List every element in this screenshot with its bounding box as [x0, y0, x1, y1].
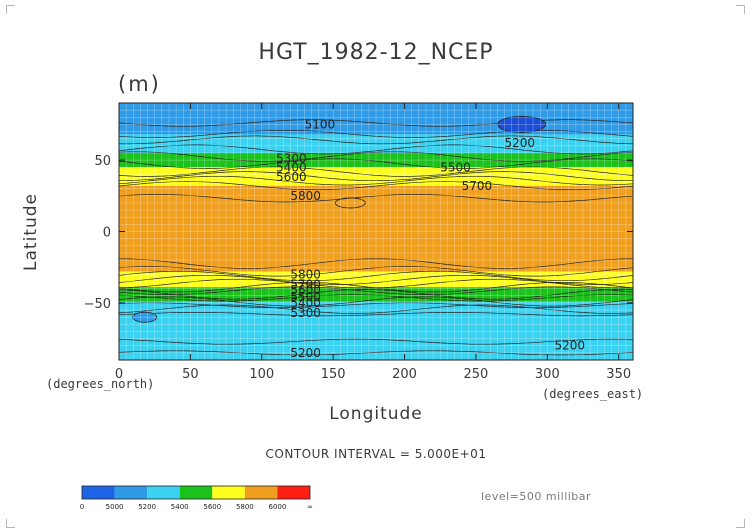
contour-line [118, 274, 634, 285]
colorbar-swatch [244, 486, 278, 499]
contour-label: 5100 [305, 117, 336, 131]
contour-line [118, 296, 634, 307]
crop-mark-bottom-left [6, 519, 15, 528]
low-pressure-cell [497, 116, 547, 133]
contour-label: 5800 [290, 189, 321, 203]
contour-line [118, 144, 634, 155]
contour-label: 5400 [276, 160, 307, 174]
color-band [119, 152, 633, 168]
x-tick-label: 300 [535, 367, 560, 382]
colorbar-swatch [82, 486, 115, 499]
x-axis-label: Longitude [329, 404, 423, 424]
color-band [119, 185, 633, 272]
contour-label: 5800 [290, 267, 321, 281]
x-tick-label: 350 [606, 367, 631, 382]
contour-line [118, 171, 633, 182]
color-band [119, 271, 633, 288]
contour-label: 5300 [290, 306, 321, 320]
crop-mark-top-left [6, 5, 15, 14]
contour-line [118, 194, 634, 203]
high-pressure-cell [334, 197, 366, 209]
colorbar-label: 5200 [138, 503, 156, 511]
contour-label: 5200 [554, 339, 585, 353]
x-tick-label: 150 [321, 367, 346, 382]
colorbar-label: ∞ [307, 503, 313, 511]
contour-line [118, 338, 634, 345]
contour-line [118, 129, 634, 138]
x-tick-label: 100 [249, 367, 274, 382]
contour-line [118, 289, 634, 300]
contour-line [118, 270, 634, 282]
contour-label: 5400 [290, 296, 321, 310]
contour-label: 5700 [290, 277, 321, 291]
crop-mark-bottom-right [736, 519, 745, 528]
colorbar-frame [81, 485, 311, 500]
colorbar-swatch [114, 486, 148, 499]
contour-line [118, 175, 634, 186]
colorbar-swatch [147, 486, 180, 499]
contour-line [118, 158, 634, 169]
colorbar-label: 5400 [171, 503, 189, 511]
y-tick-label: 0 [103, 226, 111, 241]
contour-label: 5300 [276, 152, 307, 166]
y-tick-label: −50 [84, 297, 111, 312]
level-text: level=500 millibar [481, 490, 592, 503]
contour-line [118, 312, 634, 317]
color-band [119, 301, 633, 360]
color-band [119, 287, 633, 302]
contour-label: 5200 [505, 136, 536, 150]
x-units-left: (degrees_north) [46, 377, 155, 391]
contour-line [118, 278, 634, 289]
contour-label: 5600 [290, 283, 321, 297]
contour-label: 5500 [290, 290, 321, 304]
contour-line [118, 286, 634, 295]
colorbar-label: 5800 [236, 503, 254, 511]
colorbar-label: 6000 [269, 503, 287, 511]
contour-label: 5200 [290, 346, 321, 360]
x-tick-label: 250 [464, 367, 489, 382]
crop-mark-top-right [736, 5, 745, 14]
y-axis-label: Latitude [21, 193, 41, 271]
x-tick-label: 200 [392, 367, 417, 382]
colorbar-label: 5600 [203, 503, 221, 511]
colorbar-swatch [212, 486, 245, 499]
x-tick-label: 50 [182, 367, 199, 382]
units-label: (m) [118, 72, 161, 96]
contour-line [118, 119, 634, 127]
colorbar-label: 5000 [106, 503, 124, 511]
contour-label: 5500 [440, 160, 471, 174]
x-tick-label: 0 [115, 367, 123, 382]
contour-line [118, 258, 634, 269]
contour-label: 5700 [462, 179, 493, 193]
colorbar-label: 0 [80, 503, 84, 511]
contour-line [119, 135, 634, 145]
contour-label: 5600 [276, 170, 307, 184]
contour-line [118, 181, 634, 191]
low-pressure-cell [132, 311, 158, 323]
x-units-right: (degrees_east) [542, 387, 644, 401]
contour-line [118, 302, 634, 309]
contour-line [118, 304, 634, 314]
colorbar-swatch [179, 486, 213, 499]
contour-line [118, 294, 634, 302]
chart-title: HGT_1982-12_NCEP [258, 40, 494, 65]
colorbar-swatch [277, 486, 310, 499]
contour-interval-text: CONTOUR INTERVAL = 5.000E+01 [265, 447, 487, 461]
contour-line [118, 151, 634, 162]
contour-line [118, 166, 634, 177]
y-tick-label: 50 [94, 154, 111, 169]
contour-line [118, 266, 634, 277]
